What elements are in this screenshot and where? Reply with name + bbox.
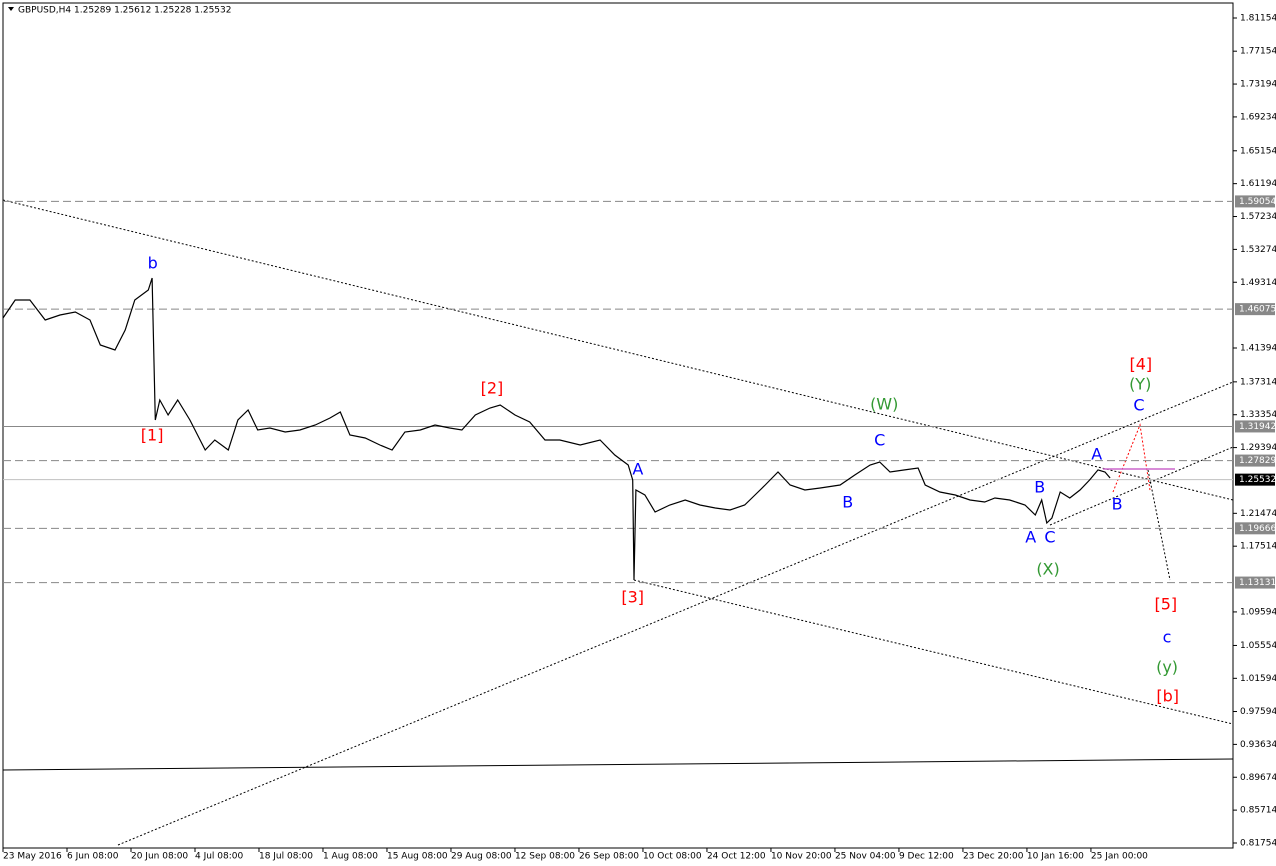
y-tick-label: 1.09594 (1240, 607, 1276, 617)
x-tick-label: 1 Aug 08:00 (323, 852, 378, 862)
x-tick-label: 15 Aug 08:00 (387, 852, 448, 862)
wave-label: B (842, 492, 853, 511)
x-tick-label: 25 Nov 04:00 (835, 852, 896, 862)
level-label: 1.13131 (1239, 578, 1276, 588)
y-tick-label: 1.21474 (1240, 509, 1276, 519)
wave-label: b (148, 254, 158, 273)
wave-label: C (1044, 528, 1055, 547)
y-tick-label: 1.17514 (1240, 542, 1276, 552)
axes: 1.81154 1.77154 1.73194 1.69234 1.65154 1.611… (2, 13, 1276, 862)
y-tick-label: 1.33354 (1240, 410, 1276, 420)
wave-label: [1] (141, 425, 164, 444)
y-tick-label: 0.89674 (1240, 773, 1276, 783)
trend-line (117, 381, 1234, 846)
price-line (2, 277, 1111, 581)
trend-line (2, 199, 1234, 501)
trend-line (633, 579, 1234, 725)
x-tick-label: 18 Jul 08:00 (259, 852, 313, 862)
wave-label: C (1133, 395, 1144, 414)
level-label-box (1235, 454, 1275, 467)
wave-label: (y) (1156, 657, 1178, 676)
wave-label: [2] (481, 379, 504, 398)
y-tick-label: 1.05554 (1240, 641, 1276, 651)
x-tick-label: 23 Dec 20:00 (963, 852, 1024, 862)
y-tick-label: 1.61194 (1240, 179, 1276, 189)
x-tick-label: 20 Jun 08:00 (131, 852, 188, 862)
y-tick-label: 1.29394 (1240, 443, 1276, 453)
y-tick-label: 0.97594 (1240, 707, 1276, 717)
y-tick-label: 0.85714 (1240, 806, 1276, 816)
level-label: 1.19666 (1239, 524, 1276, 534)
level-label: 1.27829 (1239, 456, 1276, 466)
plot-frame (2, 2, 1234, 849)
y-tick-label: 1.37314 (1240, 377, 1276, 387)
x-tick-label: 10 Nov 20:00 (771, 852, 832, 862)
trend-lines (2, 199, 1234, 846)
y-tick-label: 0.81754 (1240, 838, 1276, 848)
levels: 1.59054 1.46075 1.31942 1.27829 1.25532 1.196… (3, 195, 1276, 589)
trend-line (2, 758, 1234, 771)
y-tick-label: 0.93634 (1240, 740, 1276, 750)
wave-label: (X) (1036, 559, 1059, 578)
x-tick-label: 10 Jan 16:00 (1027, 852, 1084, 862)
wave-label: A (632, 460, 643, 479)
wave-label: A (1091, 445, 1102, 464)
level-label-box (1235, 420, 1275, 433)
y-tick-label: 1.57234 (1240, 212, 1276, 222)
level-label-box (1235, 473, 1275, 486)
trend-line (1049, 446, 1234, 526)
annotations: b[1][2][3]A(W)CBABC(X)ABC(Y)[4][5]c(y)[b… (141, 254, 1179, 706)
wave-label: [3] (621, 588, 644, 607)
level-label-box (1235, 522, 1275, 535)
wave-label: B (1034, 477, 1045, 496)
wave-label: c (1163, 627, 1172, 646)
y-tick-label: 1.41394 (1240, 343, 1276, 353)
wave-label: [5] (1154, 594, 1177, 613)
menu-arrow[interactable] (8, 7, 14, 11)
level-label: 1.31942 (1239, 422, 1276, 432)
x-tick-label: 9 Dec 12:00 (899, 852, 954, 862)
y-tick-label: 1.49314 (1240, 278, 1276, 288)
y-tick-label: 1.73194 (1240, 80, 1276, 90)
y-tick-label: 1.77154 (1240, 47, 1276, 57)
x-tick-label: 26 Sep 08:00 (579, 852, 639, 862)
x-tick-label: 29 Aug 08:00 (451, 852, 512, 862)
chart-title: GBPUSD,H4 1.25289 1.25612 1.25228 1.2553… (18, 6, 231, 16)
wave-label: C (874, 430, 885, 449)
wave-label: (W) (870, 394, 898, 413)
y-tick-label: 1.65154 (1240, 146, 1276, 156)
y-tick-label: 1.69234 (1240, 112, 1276, 122)
y-tick-label: 1.01594 (1240, 674, 1276, 684)
x-tick-label: 23 May 2016 (3, 852, 62, 862)
level-label-box (1235, 576, 1275, 589)
wave-label: B (1112, 494, 1123, 513)
wave-label: (Y) (1129, 374, 1151, 393)
y-tick-label: 1.81154 (1240, 13, 1276, 23)
wave-label: A (1025, 528, 1036, 547)
level-label-box (1235, 303, 1275, 316)
x-tick-label: 25 Jan 00:00 (1091, 852, 1148, 862)
x-tick-label: 12 Sep 08:00 (515, 852, 575, 862)
x-tick-label: 6 Jun 08:00 (67, 852, 119, 862)
y-tick-label: 1.53274 (1240, 245, 1276, 255)
projection-line (1147, 469, 1171, 581)
level-label-box (1235, 195, 1275, 208)
series (2, 277, 1111, 581)
level-label: 1.59054 (1239, 197, 1276, 207)
x-tick-label: 4 Jul 08:00 (195, 852, 244, 862)
wave-label: [b] (1156, 686, 1179, 705)
level-label: 1.25532 (1239, 475, 1276, 485)
x-tick-label: 10 Oct 08:00 (643, 852, 702, 862)
level-label: 1.46075 (1239, 305, 1276, 315)
x-tick-label: 24 Oct 12:00 (707, 852, 766, 862)
wave-label: [4] (1130, 355, 1153, 374)
